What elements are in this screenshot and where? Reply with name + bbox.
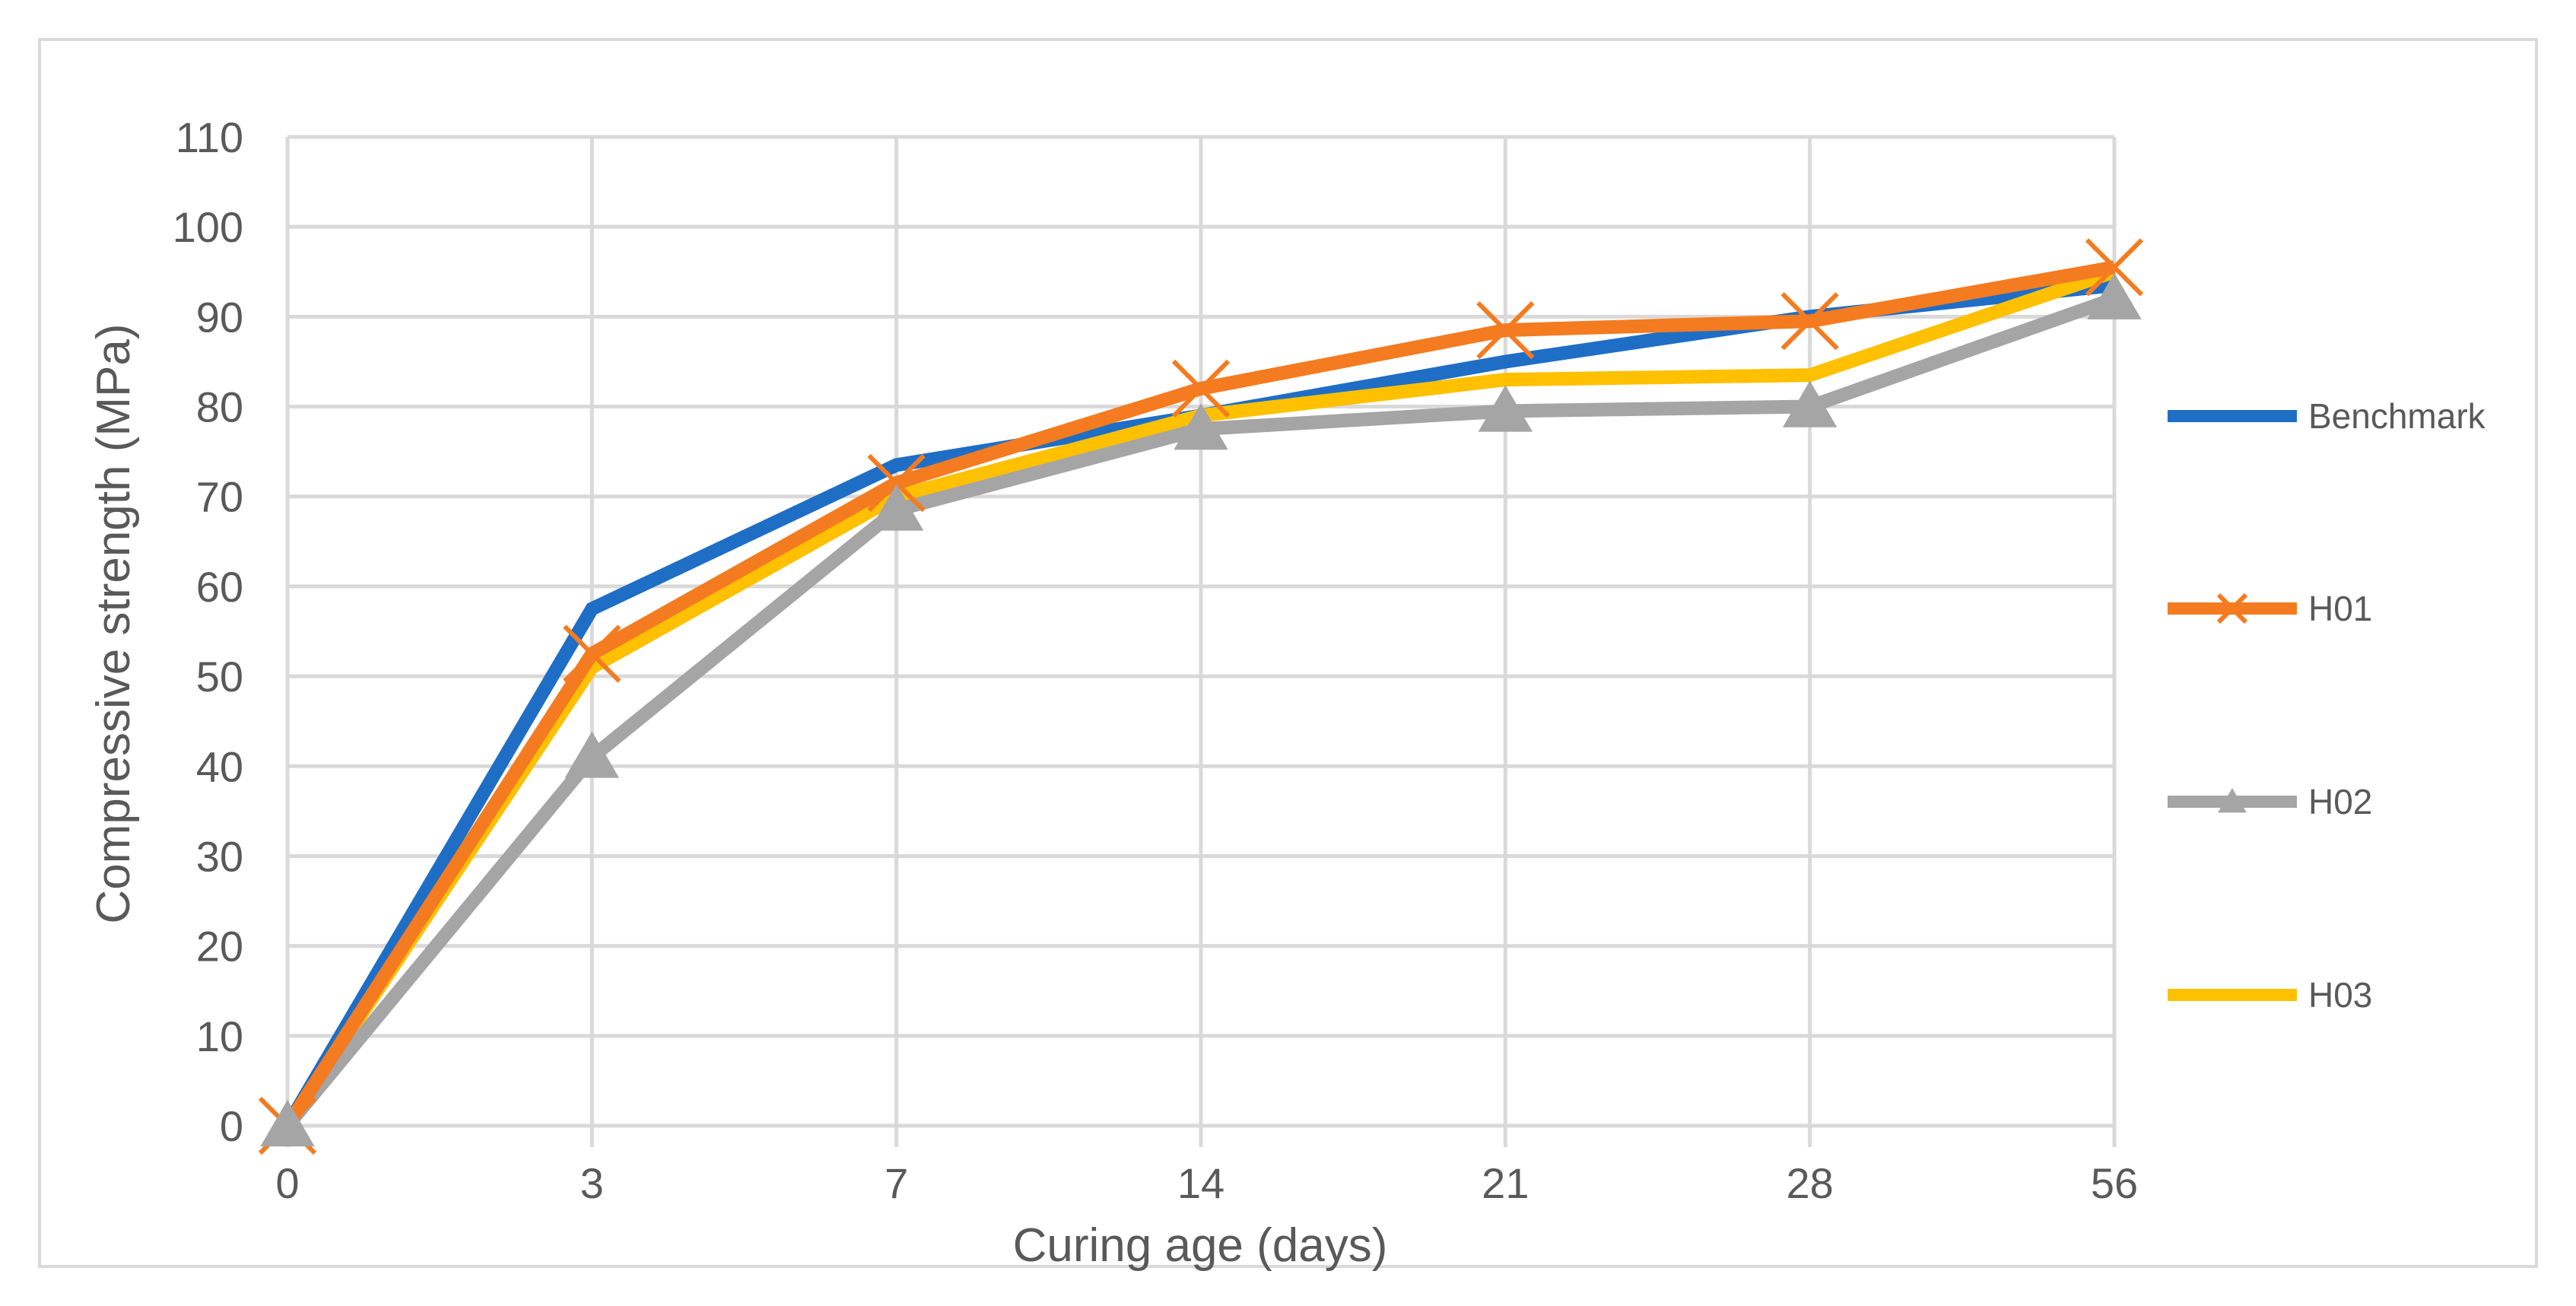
y-tick-labels: 0 10 20 30 40 50 60 70 80 90 100 110 [173,113,243,1150]
x-tick-label: 3 [580,1159,604,1207]
x-tick-label: 56 [2091,1159,2138,1207]
y-tick-label: 60 [196,563,243,611]
y-tick-label: 100 [173,203,243,251]
x-cross-marker [1780,292,1839,351]
series-markers [258,238,2144,1155]
legend-item-h03: H03 [2168,975,2372,1015]
legend-item-h02: H02 [2168,782,2372,821]
gridlines [285,135,2117,1147]
triangle-marker [564,731,620,778]
triangle-marker [1478,385,1533,432]
x-axis-title: Curing age (days) [1013,1219,1388,1272]
legend-label: H01 [2308,589,2372,628]
legend-label: H02 [2308,782,2372,821]
x-tick-label: 28 [1787,1159,1834,1207]
triangle-marker [2218,788,2247,813]
x-cross-marker [2085,238,2144,297]
y-tick-label: 0 [220,1102,243,1150]
chart-frame [38,38,2538,1268]
triangle-marker [1174,403,1228,450]
triangle-marker [2087,272,2142,319]
triangle-marker [260,1100,315,1147]
y-tick-label: 50 [196,653,243,701]
x-tick-label: 14 [1177,1159,1224,1207]
legend-label: Benchmark [2308,396,2486,436]
y-tick-label: 10 [196,1012,243,1060]
x-tick-labels: 0 3 7 14 21 28 56 [275,1159,2138,1207]
y-axis-title: Compressive strength (MPa) [87,323,140,923]
x-cross-marker [1171,359,1231,418]
y-tick-label: 30 [196,832,243,880]
x-tick-label: 21 [1482,1159,1529,1207]
x-tick-label: 0 [275,1159,299,1207]
legend-item-h01: H01 [2168,589,2372,628]
y-tick-label: 90 [196,293,243,341]
y-tick-label: 40 [196,742,243,790]
y-tick-label: 110 [176,113,243,161]
y-tick-label: 20 [196,923,243,971]
x-cross-marker [867,453,926,513]
legend-label: H03 [2308,975,2372,1015]
x-cross-marker [563,624,621,683]
x-cross-marker [1476,300,1535,360]
legend: Benchmark H01 H02 H03 [2168,396,2486,1015]
triangle-marker [869,484,924,531]
x-cross-marker [2216,593,2248,624]
y-tick-label: 80 [196,383,243,431]
legend-item-benchmark: Benchmark [2168,396,2486,436]
y-tick-label: 70 [196,473,243,521]
triangle-marker [1782,380,1838,427]
x-tick-label: 7 [885,1159,908,1207]
